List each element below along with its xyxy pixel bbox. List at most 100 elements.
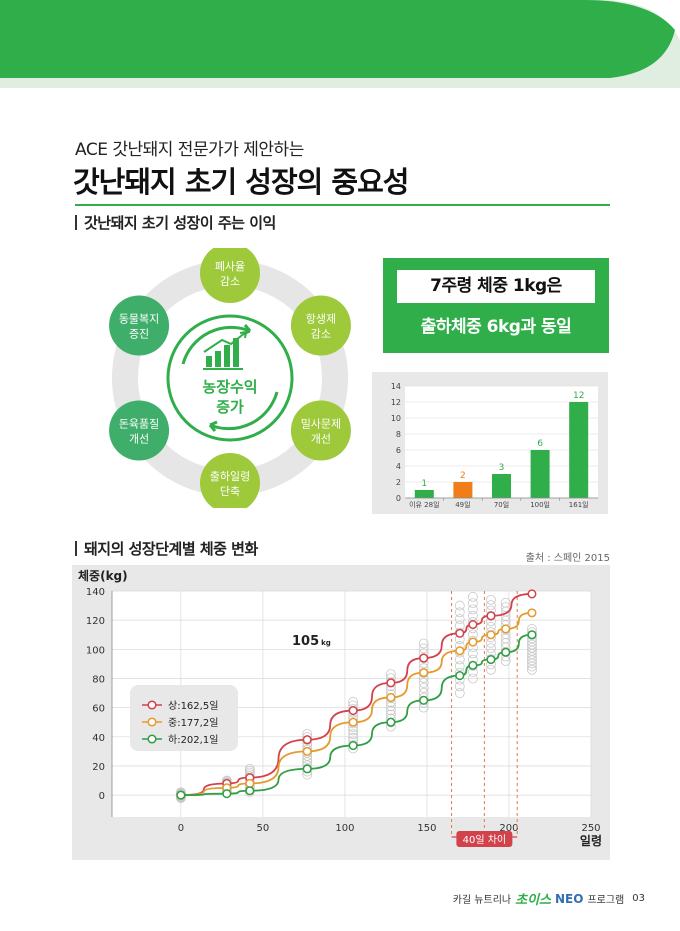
growth-legend: 상:162,5일중:177,2일하:202,1일: [130, 685, 238, 751]
growth-x-axis-label: 일령: [580, 834, 602, 848]
growth-point: [348, 741, 358, 751]
legend-label: 하:202,1일: [168, 733, 218, 746]
growth-point: [455, 646, 465, 656]
cycle-node-label-1: 밀사문제: [301, 418, 341, 431]
bar-chart-growth-icon: [203, 331, 247, 370]
growth-point: [302, 764, 312, 774]
footer-brand: 카길 뉴트리나: [452, 895, 512, 906]
growth-point: [527, 608, 537, 618]
page-title: 갓난돼지 초기 성장의 중요성: [73, 165, 409, 199]
bar-category-label: 161일: [569, 500, 589, 509]
section-heading-text: 갓난돼지 초기 성장이 주는 이익: [84, 214, 276, 232]
growth-point: [501, 624, 511, 634]
growth-x-tick-label: 0: [178, 823, 184, 834]
center-label-2: 증가: [216, 398, 244, 416]
growth-point: [486, 654, 496, 665]
section-heading-benefits: 갓난돼지 초기 성장이 주는 이익: [75, 212, 276, 233]
growth-point: [419, 653, 429, 663]
growth-series: [176, 630, 537, 800]
growth-point: [501, 647, 511, 657]
legend-label: 상:162,5일: [168, 700, 218, 712]
section-bar-icon: [75, 541, 77, 556]
page-number: 03: [632, 893, 645, 904]
growth-point: [455, 628, 465, 638]
growth-y-tick-label: 100: [86, 645, 105, 656]
range-label: 40일 차이: [463, 834, 507, 846]
bar-y-tick-label: 12: [391, 398, 401, 407]
cycle-node-label-2: 감소: [311, 328, 331, 341]
growth-series: [176, 608, 537, 800]
growth-x-tick-label: 150: [417, 823, 436, 834]
footer: 카길 뉴트리나 초이스 NEO 프로그램 03: [452, 889, 645, 909]
growth-point: [455, 671, 465, 681]
benefit-cycle-diagram: 농장수익 증가 폐사율감소항생제감소밀사문제개선출하일령단축돈육품질개선동물복지…: [109, 248, 351, 508]
growth-point: [486, 630, 496, 640]
cycle-arrow-top: [181, 325, 251, 365]
growth-point: [468, 637, 478, 647]
bar: [530, 450, 550, 498]
bar-y-tick-label: 6: [396, 446, 401, 455]
legend-swatch-marker: [147, 734, 157, 744]
legend-swatch-marker: [147, 717, 157, 727]
growth-point: [419, 668, 429, 678]
range-badge: [456, 831, 513, 847]
cycle-node-label-1: 출하일령: [210, 469, 250, 483]
bar: [453, 482, 473, 498]
weight-info-box: 7주령 체중 1kg은 출하체중 6kg과 동일: [383, 258, 609, 353]
center-label-1: 농장수익: [202, 378, 257, 396]
bar-value-label: 6: [537, 439, 543, 449]
cycle-node-label-2: 개선: [129, 433, 149, 446]
bar-category-label: 70일: [494, 500, 509, 509]
growth-y-tick-label: 40: [92, 733, 105, 744]
page-subtitle: ACE 갓난돼지 전문가가 제안하는: [75, 140, 304, 160]
bar-value-label: 3: [499, 463, 505, 473]
bar-y-tick-label: 2: [396, 478, 401, 487]
cycle-node-circle: [290, 400, 351, 461]
growth-point: [245, 778, 255, 789]
growth-point: [348, 706, 358, 716]
legend-box: [130, 685, 238, 751]
cycle-node-label-2: 단축: [220, 485, 240, 498]
bar: [492, 474, 511, 498]
growth-x-tick-label: 100: [335, 823, 354, 834]
cycle-node-circle: [290, 295, 351, 356]
growth-y-tick-label: 140: [86, 587, 105, 598]
growth-point: [176, 790, 186, 800]
growth-y-tick-label: 120: [86, 616, 105, 627]
growth-y-axis-label: 체중(kg): [78, 568, 128, 583]
info-line-2: 출하체중 6kg과 동일: [420, 317, 572, 337]
growth-point: [222, 789, 232, 799]
growth-line-chart: 0 20 40 60 80 100 120 140 0 50 100 150 200 250 체중(kg) 일…: [72, 565, 610, 860]
weight-bar-chart: 0 2 4 6 8 10 12 14 1 이유 28일 2 49일 3 70일 6 100일 12 161일: [372, 372, 608, 514]
growth-x-tick-label: 250: [581, 823, 600, 834]
growth-point: [302, 746, 312, 756]
section-heading-growth: 돼지의 성장단계별 체중 변화: [75, 538, 258, 559]
growth-y-tick-label: 60: [92, 704, 105, 715]
growth-x-tick-label: 200: [499, 823, 518, 834]
growth-point: [468, 619, 478, 630]
growth-point: [486, 611, 496, 621]
neo-logo: NEO: [555, 891, 584, 906]
bar: [569, 402, 589, 498]
growth-y-tick-label: 20: [92, 762, 105, 773]
growth-point: [527, 589, 537, 599]
section-heading-text: 돼지의 성장단계별 체중 변화: [84, 540, 258, 558]
center-circle: [166, 314, 294, 442]
bar-y-tick-label: 14: [391, 382, 401, 391]
bar-value-label: 12: [573, 391, 584, 401]
cycle-arrow-bottom: [209, 391, 279, 431]
cycle-node-circle: [109, 295, 170, 356]
choice-logo: 초이스: [515, 893, 551, 908]
growth-point: [302, 735, 312, 745]
bar-category-label: 49일: [455, 500, 470, 509]
footer-program: 프로그램: [587, 895, 625, 906]
cycle-node-circle: [200, 248, 260, 303]
growth-y-tick-label: 0: [99, 791, 105, 802]
cycle-node-label-1: 동물복지: [119, 313, 159, 326]
bar-y-tick-label: 4: [396, 462, 401, 471]
growth-point: [419, 695, 429, 705]
